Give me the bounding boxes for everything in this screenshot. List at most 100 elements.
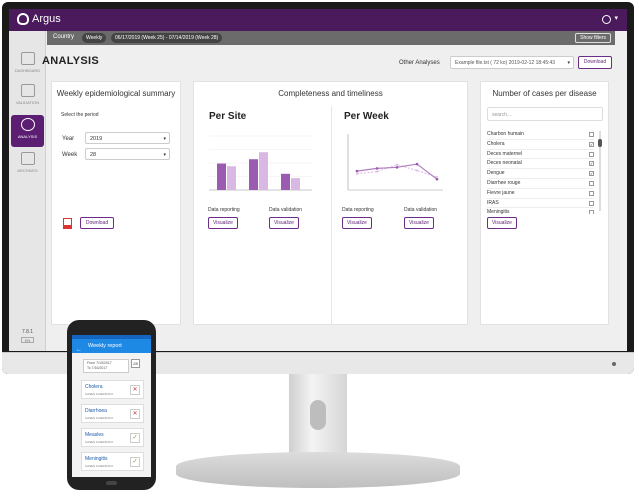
bar-reporting [217, 163, 226, 190]
data-point [396, 163, 398, 166]
chevron-down-icon[interactable]: ▾ [614, 15, 618, 22]
period-to: To 7/16/2017 [87, 366, 108, 370]
sidebar-item-dashboard[interactable]: DASHBOARD [11, 49, 44, 81]
filter-bar: Country Weekly 06/17/2019 (Week 25) - 07… [47, 31, 615, 45]
disease-checkbox[interactable]: ✓ [589, 171, 594, 177]
validation-icon [20, 84, 35, 97]
disease-search-input[interactable]: search... [487, 107, 603, 121]
visualize-button[interactable]: Visualize [404, 217, 434, 229]
visualize-button[interactable]: Visualize [208, 217, 238, 229]
disease-checkbox[interactable] [589, 180, 594, 186]
date-range-pill[interactable]: 06/17/2019 (Week 25) - 07/14/2019 (Week … [111, 33, 223, 43]
phone-status-bar [72, 335, 151, 339]
back-arrow-icon[interactable]: ← [76, 347, 82, 353]
data-point [415, 162, 419, 166]
weekly-summary-panel: Weekly epidemiological summary Select th… [51, 81, 181, 325]
data-point [416, 169, 418, 172]
disease-name: Measles [85, 432, 104, 438]
data-point [435, 177, 439, 181]
sidebar-item-analysis[interactable]: ANALYSIS [11, 115, 44, 147]
visualize-button[interactable]: Visualize [487, 217, 517, 229]
list-item[interactable]: Charbon humain [487, 130, 594, 140]
bar-reporting [281, 173, 290, 190]
per-site-title: Per Site [209, 111, 247, 122]
disease-checkbox[interactable] [589, 132, 594, 137]
year-select-value: 2019 [90, 136, 103, 142]
report-card[interactable]: Meningitis CASES 0 DEATHS 0 ✓ [81, 452, 144, 471]
sidebar-item-archives[interactable]: ARCHIVES [11, 149, 44, 181]
disease-checkbox[interactable] [589, 200, 594, 206]
home-button[interactable] [106, 481, 117, 485]
disease-name: Charbon humain [487, 131, 524, 137]
top-bar: Argus ▾ [9, 9, 627, 31]
data-point [355, 169, 359, 173]
list-item[interactable]: Dengue ✓ [487, 169, 594, 179]
report-card[interactable]: Cholera CASES 0 DEATHS 0 ✕ [81, 380, 144, 399]
disease-checkbox[interactable]: ✓ [589, 141, 594, 147]
data-validation-label: Data validation [404, 207, 438, 213]
mobile-phone: ← Weekly report From 7/15/2017 To 7/16/2… [67, 320, 156, 490]
list-item[interactable]: Deces maternel [487, 150, 594, 160]
data-point [356, 172, 358, 175]
list-item[interactable]: Meningitis [487, 208, 594, 214]
report-counts: CASES 0 DEATHS 0 [85, 392, 113, 396]
scrollbar[interactable] [599, 131, 601, 211]
check-icon: ✓ [130, 433, 140, 443]
report-counts: CASES 0 DEATHS 0 [85, 416, 113, 420]
disease-name: Meningitis [85, 456, 108, 462]
weekly-download-button[interactable]: Download [80, 217, 114, 229]
report-card[interactable]: Measles CASES 0 DEATHS 0 ✓ [81, 428, 144, 447]
per-week-title: Per Week [344, 111, 389, 122]
period-pill[interactable]: Weekly [82, 33, 107, 43]
data-point [375, 167, 379, 170]
other-analyses-label: Other Analyses [399, 60, 440, 66]
file-select[interactable]: Example file.txt ( 72 ko) 2019-02-12 18:… [450, 56, 574, 69]
language-badge[interactable]: EN [21, 337, 34, 343]
app-screen: Argus ▾ DASHBOARD VALIDATION ANALYSIS AR… [9, 9, 627, 351]
sidebar-item-label: DASHBOARD [14, 68, 41, 73]
user-icon[interactable] [602, 15, 611, 24]
period-field[interactable]: From 7/15/2017 To 7/16/2017 [83, 359, 129, 373]
disease-checkbox[interactable]: ✓ [589, 161, 594, 167]
year-select[interactable]: 2019 ▾ [85, 132, 170, 144]
show-filters-button[interactable]: Show filters [575, 33, 611, 43]
select-period-label: Select the period [61, 112, 99, 118]
file-select-value: Example file.txt ( 72 ko) 2019-02-12 18:… [455, 60, 556, 66]
week-select[interactable]: 28 ▾ [85, 148, 170, 160]
download-button[interactable]: Download [578, 56, 612, 69]
calendar-icon[interactable]: 28 [131, 359, 140, 368]
list-item[interactable]: Deces neonatal ✓ [487, 159, 594, 170]
report-counts: CASES 0 DEATHS 0 [85, 464, 113, 468]
disease-name: Cholera [487, 140, 505, 147]
check-icon: ✓ [130, 457, 140, 467]
list-item[interactable]: IRAS [487, 199, 594, 209]
disease-name: Cholera [85, 384, 103, 390]
disease-checkbox[interactable] [589, 151, 594, 157]
per-week-line-chart [347, 134, 443, 191]
list-item[interactable]: Cholera ✓ [487, 140, 594, 150]
visualize-button[interactable]: Visualize [342, 217, 372, 229]
chevron-down-icon: ▾ [163, 136, 166, 142]
dashboard-icon [20, 52, 35, 65]
disease-checkbox[interactable] [589, 210, 594, 214]
sidebar-item-validation[interactable]: VALIDATION [11, 81, 44, 113]
scrollbar-thumb[interactable] [598, 139, 602, 147]
data-validation-label: Data validation [269, 207, 303, 213]
list-item[interactable]: Diarrhee rouge [487, 179, 594, 189]
analysis-icon [20, 118, 35, 131]
disease-name: Diarrhee rouge [487, 179, 521, 186]
argus-logo-icon [17, 13, 29, 25]
disease-name: Fievre jaune [487, 189, 515, 196]
visualize-button[interactable]: Visualize [269, 217, 299, 229]
app-logo[interactable]: Argus [17, 13, 61, 25]
completeness-panel: Completeness and timeliness Per Site Dat… [193, 81, 468, 325]
chevron-down-icon: ▾ [163, 152, 166, 158]
disease-checkbox[interactable] [589, 190, 594, 196]
bar-validation [259, 152, 268, 190]
data-reporting-label: Data reporting [342, 207, 374, 213]
report-card[interactable]: Diarrhoea CASES 0 DEATHS 0 ✕ [81, 404, 144, 423]
data-point [436, 176, 438, 179]
monitor-chin [2, 352, 634, 374]
list-item[interactable]: Fievre jaune [487, 189, 594, 199]
week-select-value: 28 [90, 152, 97, 158]
